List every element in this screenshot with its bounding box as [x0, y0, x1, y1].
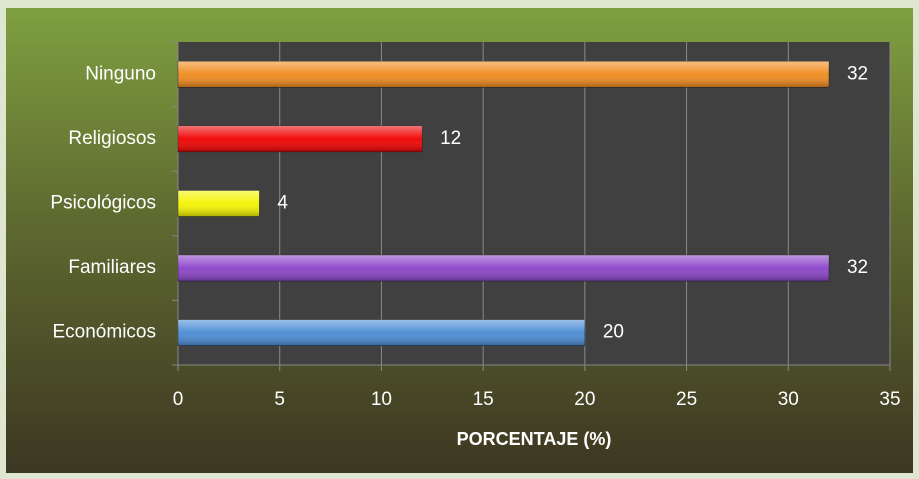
x-tick-label: 35 [879, 389, 900, 410]
plot-area [178, 42, 890, 365]
x-tick-label: 20 [574, 389, 595, 410]
x-tick-label: 10 [371, 389, 392, 410]
y-tick-label: Ninguno [85, 63, 156, 84]
x-tick-label: 15 [473, 389, 494, 410]
bar-shine [178, 319, 585, 346]
x-tick-label: 5 [274, 389, 285, 410]
data-label: 12 [440, 128, 461, 149]
data-label: 32 [847, 257, 868, 278]
y-tick-label: Económicos [53, 322, 157, 343]
bar-shine [178, 61, 829, 88]
x-axis-label: PORCENTAJE (%) [457, 429, 612, 449]
data-label: 4 [277, 193, 288, 214]
y-tick-label: Religiosos [68, 128, 156, 149]
bar-shine [178, 190, 260, 217]
data-label: 32 [847, 63, 868, 84]
x-tick-label: 30 [778, 389, 799, 410]
y-tick-label: Psicológicos [50, 193, 156, 214]
bar-shine [178, 125, 423, 152]
y-tick-label: Familiares [68, 257, 156, 278]
x-tick-label: 25 [676, 389, 697, 410]
x-tick-label: 0 [173, 389, 184, 410]
bar-shine [178, 255, 829, 282]
data-label: 20 [603, 322, 624, 343]
